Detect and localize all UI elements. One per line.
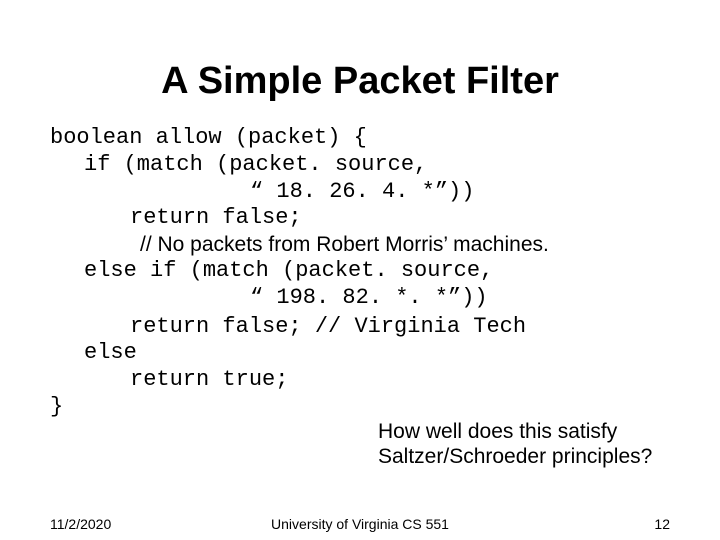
- code-line-4: return false;: [50, 205, 670, 232]
- code-line-7a: return false;: [130, 314, 315, 339]
- code-line-7: return false; // Virginia Tech: [50, 312, 670, 341]
- code-line-5: else if (match (packet. source,: [50, 258, 670, 285]
- question-text: How well does this satisfy Saltzer/Schro…: [378, 420, 668, 470]
- code-line-6: “ 198. 82. *. *”)): [50, 285, 670, 312]
- code-line-3: “ 18. 26. 4. *”)): [50, 179, 670, 206]
- code-line-9: return true;: [50, 367, 670, 394]
- code-block: boolean allow (packet) { if (match (pack…: [50, 125, 670, 421]
- code-comment-1: // No packets from Robert Morris’ machin…: [50, 232, 670, 258]
- code-line-10: }: [50, 394, 670, 421]
- footer-center: University of Virginia CS 551: [0, 516, 720, 532]
- code-line-7b: // Virginia Tech: [315, 314, 526, 339]
- code-line-1: boolean allow (packet) {: [50, 125, 670, 152]
- slide: A Simple Packet Filter boolean allow (pa…: [0, 0, 720, 540]
- code-line-2: if (match (packet. source,: [50, 152, 670, 179]
- footer-page: 12: [654, 516, 670, 532]
- slide-title: A Simple Packet Filter: [50, 60, 670, 103]
- code-line-8: else: [50, 340, 670, 367]
